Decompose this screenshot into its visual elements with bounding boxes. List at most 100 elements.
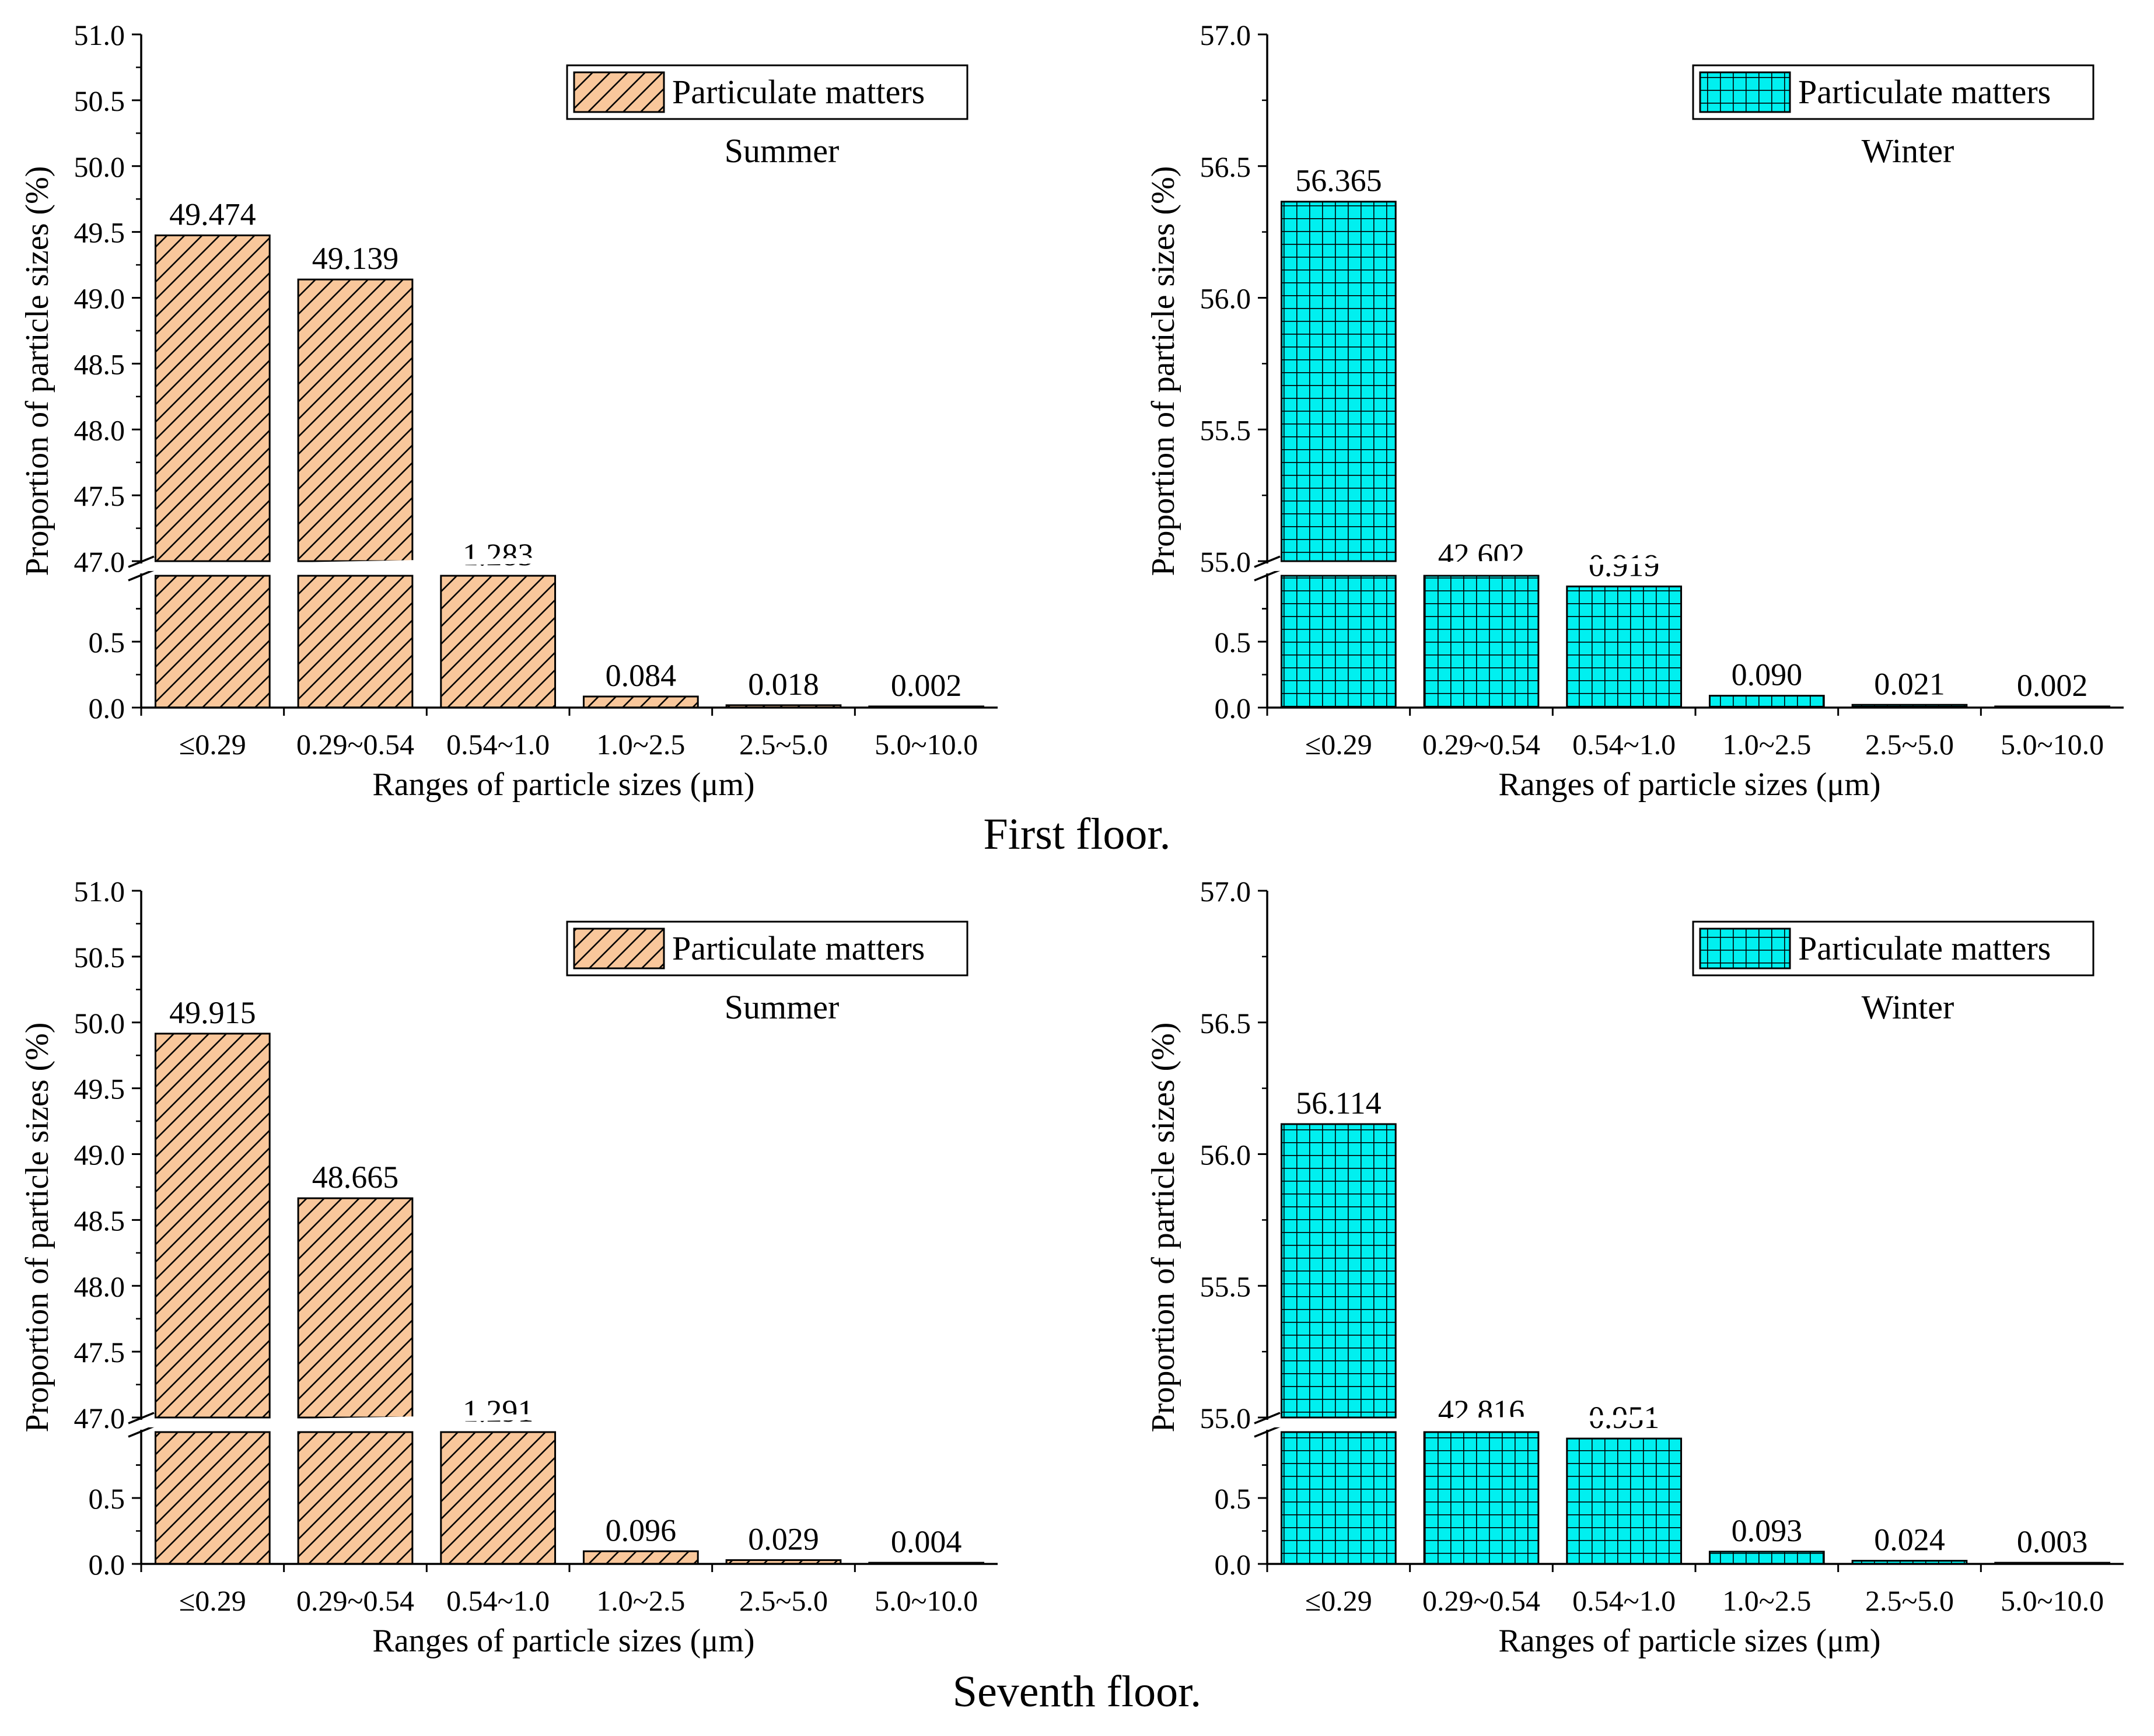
x-axis-title: Ranges of particle sizes (μm) bbox=[1498, 766, 1880, 803]
bar-upper-0 bbox=[154, 234, 271, 562]
bar-2 bbox=[440, 575, 557, 709]
legend-swatch bbox=[573, 928, 665, 970]
bar-lower-1 bbox=[297, 1431, 414, 1565]
y-tick-label: 51.0 bbox=[74, 19, 125, 51]
y-tick-label: 49.0 bbox=[74, 1139, 125, 1171]
bar-lower-0 bbox=[154, 575, 271, 709]
value-label-2: 1.291 bbox=[463, 1394, 534, 1429]
value-label-3: 0.084 bbox=[606, 658, 677, 693]
bar-3 bbox=[1708, 1550, 1825, 1565]
value-label-3: 0.090 bbox=[1732, 657, 1803, 692]
axis-break-mark bbox=[128, 569, 155, 582]
category-label-3: 1.0~2.5 bbox=[596, 728, 685, 761]
y-tick-label: 0.0 bbox=[1215, 692, 1251, 724]
bar-3 bbox=[582, 695, 699, 709]
y-tick-label: 55.5 bbox=[1200, 414, 1251, 446]
bar-break-line bbox=[1272, 557, 1696, 571]
category-label-2: 0.54~1.0 bbox=[1572, 1584, 1676, 1617]
y-tick-label: 0.5 bbox=[1215, 1482, 1251, 1515]
category-label-4: 2.5~5.0 bbox=[739, 1584, 828, 1617]
category-label-0: ≤0.29 bbox=[179, 728, 246, 761]
bar-1 bbox=[1423, 1431, 1540, 1565]
legend-swatch bbox=[1699, 71, 1791, 113]
legend-label: Particulate matters bbox=[1798, 929, 2051, 967]
category-label-1: 0.29~0.54 bbox=[1422, 728, 1540, 761]
caption-seventh-floor: Seventh floor. bbox=[953, 1667, 1201, 1716]
value-label-4: 0.024 bbox=[1874, 1522, 1945, 1558]
y-tick-label: 50.5 bbox=[74, 85, 125, 117]
season-label: Winter bbox=[1862, 132, 1954, 170]
bar-break-line bbox=[146, 557, 570, 571]
y-tick-label: 48.0 bbox=[74, 1270, 125, 1303]
y-tick-label: 56.0 bbox=[1200, 1139, 1251, 1171]
y-tick-label: 48.5 bbox=[74, 348, 125, 380]
season-label: Summer bbox=[725, 132, 840, 170]
y-axis-title: Proportion of particle sizes (%) bbox=[19, 1023, 55, 1433]
y-tick-label: 55.5 bbox=[1200, 1270, 1251, 1303]
y-tick-label: 51.0 bbox=[74, 875, 125, 908]
y-tick-label: 56.0 bbox=[1200, 282, 1251, 315]
season-label: Winter bbox=[1862, 988, 1954, 1026]
y-tick-label: 56.5 bbox=[1200, 1007, 1251, 1040]
bar-lower-0 bbox=[1280, 575, 1397, 709]
axis-break-mark bbox=[1254, 569, 1281, 582]
axis-break-mark bbox=[1254, 1425, 1281, 1438]
y-tick-label: 0.5 bbox=[89, 1482, 125, 1515]
bar-lower-0 bbox=[154, 1431, 271, 1565]
category-label-2: 0.54~1.0 bbox=[1572, 728, 1676, 761]
y-tick-label: 0.0 bbox=[89, 692, 125, 724]
value-label-5: 0.002 bbox=[891, 668, 962, 703]
category-label-4: 2.5~5.0 bbox=[739, 728, 828, 761]
value-label-2: 1.283 bbox=[463, 537, 534, 572]
value-label-2: 0.919 bbox=[1589, 548, 1660, 583]
value-label-0: 49.915 bbox=[169, 995, 256, 1030]
y-tick-label: 55.0 bbox=[1200, 545, 1251, 578]
value-label-1: 48.665 bbox=[312, 1160, 399, 1195]
category-label-2: 0.54~1.0 bbox=[446, 1584, 550, 1617]
value-label-5: 0.003 bbox=[2017, 1524, 2088, 1559]
bar-upper-0 bbox=[1280, 1123, 1397, 1419]
y-tick-label: 50.0 bbox=[74, 150, 125, 183]
category-label-3: 1.0~2.5 bbox=[1722, 1584, 1811, 1617]
y-axis-title: Proportion of particle sizes (%) bbox=[1145, 166, 1181, 576]
category-label-1: 0.29~0.54 bbox=[296, 728, 414, 761]
legend-label: Particulate matters bbox=[1798, 73, 2051, 111]
category-label-5: 5.0~10.0 bbox=[875, 728, 978, 761]
y-tick-label: 49.5 bbox=[74, 1073, 125, 1105]
bar-upper-1 bbox=[297, 1197, 414, 1419]
category-label-5: 5.0~10.0 bbox=[875, 1584, 978, 1617]
y-tick-label: 0.0 bbox=[89, 1548, 125, 1581]
category-label-3: 1.0~2.5 bbox=[596, 1584, 685, 1617]
season-label: Summer bbox=[725, 988, 840, 1026]
value-label-5: 0.004 bbox=[891, 1524, 962, 1559]
category-label-5: 5.0~10.0 bbox=[2001, 1584, 2104, 1617]
x-axis-title: Ranges of particle sizes (μm) bbox=[372, 1623, 754, 1659]
bar-3 bbox=[1708, 695, 1825, 709]
bar-break-line bbox=[146, 1413, 570, 1427]
value-label-3: 0.093 bbox=[1732, 1513, 1803, 1548]
bar-upper-1 bbox=[297, 278, 414, 562]
bar-break-line bbox=[1272, 1413, 1696, 1427]
y-tick-label: 49.0 bbox=[74, 282, 125, 315]
y-tick-label: 48.0 bbox=[74, 414, 125, 446]
bar-1 bbox=[1423, 575, 1540, 709]
value-label-0: 56.114 bbox=[1296, 1086, 1382, 1121]
y-tick-label: 49.5 bbox=[74, 216, 125, 249]
y-tick-label: 47.5 bbox=[74, 480, 125, 512]
bar-3 bbox=[582, 1550, 699, 1565]
category-label-3: 1.0~2.5 bbox=[1722, 728, 1811, 761]
value-label-5: 0.002 bbox=[2017, 668, 2088, 703]
category-label-4: 2.5~5.0 bbox=[1865, 728, 1954, 761]
bar-2 bbox=[1566, 1437, 1683, 1565]
value-label-4: 0.029 bbox=[748, 1521, 819, 1556]
x-axis-title: Ranges of particle sizes (μm) bbox=[372, 766, 754, 803]
y-tick-label: 0.0 bbox=[1215, 1548, 1251, 1581]
y-tick-label: 47.0 bbox=[74, 545, 125, 578]
value-label-4: 0.021 bbox=[1874, 666, 1945, 701]
value-label-4: 0.018 bbox=[748, 667, 819, 702]
legend-swatch bbox=[1699, 928, 1791, 970]
axis-break-mark bbox=[128, 1425, 155, 1438]
bar-2 bbox=[440, 1431, 557, 1565]
caption-first-floor: First floor. bbox=[984, 810, 1171, 859]
